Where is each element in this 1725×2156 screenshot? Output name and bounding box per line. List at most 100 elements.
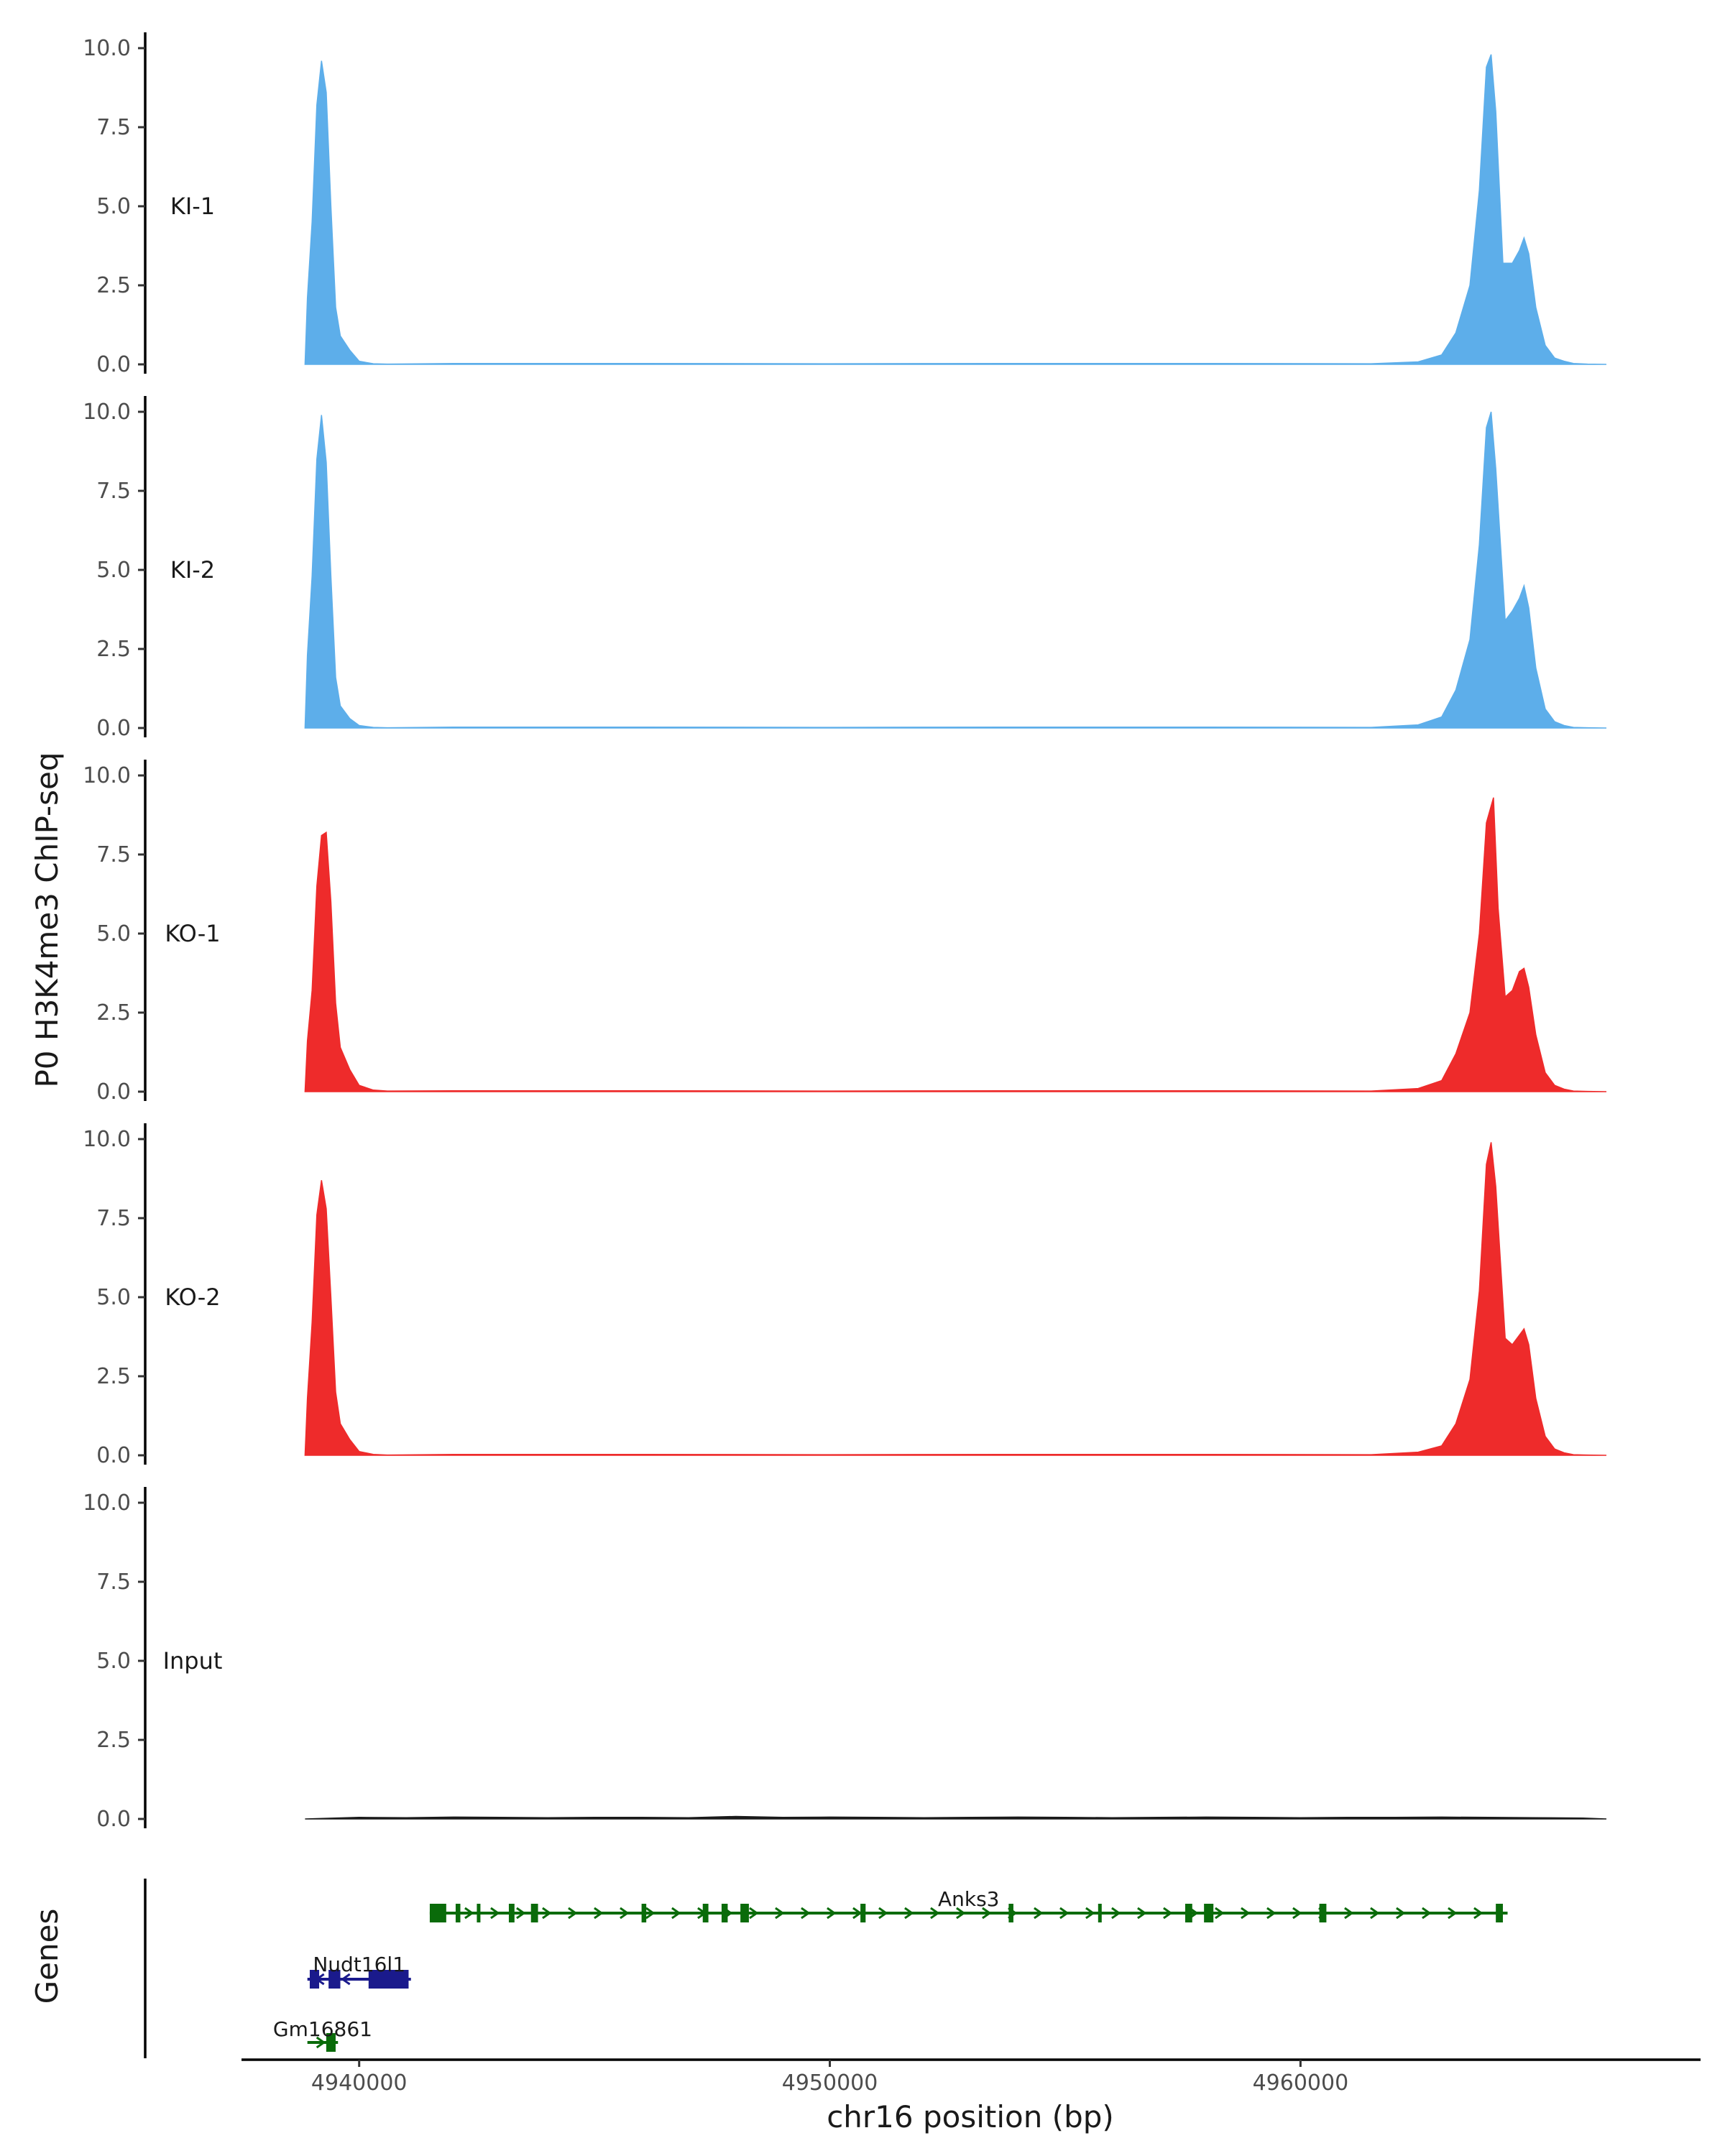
- strand-chevron: [1111, 1907, 1121, 1920]
- strand-chevron: [490, 1907, 500, 1920]
- track-ki-2: 0.0 2.5 5.0 7.5 10.0 KI-2: [83, 396, 1607, 741]
- y-tick-label: 5.0: [96, 194, 131, 219]
- gene-anks3: Anks3: [429, 1887, 1508, 1922]
- strand-chevron: [542, 1907, 552, 1920]
- gene-exon: [1098, 1904, 1102, 1922]
- strand-chevron: [1137, 1907, 1147, 1920]
- strand-chevron: [1034, 1907, 1044, 1920]
- strand-chevron: [1215, 1907, 1225, 1920]
- track-input: 0.0 2.5 5.0 7.5 10.0 Input: [83, 1487, 1607, 1832]
- gene-annotation-panel: Anks3 Nudt16l1 Gm16861: [144, 1879, 1508, 2058]
- gene-exon: [455, 1904, 461, 1922]
- gene-exon: [1184, 1904, 1192, 1922]
- y-axis-title: P0 H3K4me3 ChIP-seq: [29, 752, 65, 1087]
- strand-chevron: [671, 1907, 681, 1920]
- strand-chevron: [620, 1907, 630, 1920]
- gene-exon: [309, 1970, 320, 1989]
- gene-gm16861: Gm16861: [273, 2017, 372, 2052]
- y-tick-label: 0.0: [96, 1807, 131, 1832]
- y-tick-label: 5.0: [96, 921, 131, 946]
- strand-chevron: [982, 1907, 992, 1920]
- strand-chevron: [1344, 1907, 1354, 1920]
- y-tick-label: 2.5: [96, 273, 131, 298]
- track-panels: 0.0 2.5 5.0 7.5 10.0 KI-1 0.0 2.5 5.0 7.5 10.0 KI-2…: [83, 32, 1607, 1832]
- y-tick-label: 0.0: [96, 1079, 131, 1105]
- gene-exon: [1204, 1904, 1214, 1922]
- series-area-ki-2: [304, 411, 1607, 729]
- strand-chevron: [1370, 1907, 1380, 1920]
- strand-chevron: [1396, 1907, 1406, 1920]
- track-label: KO-2: [165, 1284, 220, 1311]
- series-area-ko-1: [304, 797, 1607, 1092]
- gene-exon: [1008, 1904, 1013, 1922]
- track-label: KI-1: [170, 193, 215, 220]
- strand-chevron: [594, 1907, 604, 1920]
- gene-exon: [702, 1904, 709, 1922]
- track-ko-1: 0.0 2.5 5.0 7.5 10.0 KO-1: [83, 760, 1607, 1105]
- series-area-ko-2: [304, 1142, 1607, 1456]
- y-tick-label: 5.0: [96, 1649, 131, 1674]
- series-area-ki-1: [304, 54, 1607, 365]
- strand-chevron: [1241, 1907, 1251, 1920]
- x-tick-label: 4960000: [1253, 2070, 1349, 2096]
- y-tick-label: 7.5: [96, 479, 131, 504]
- gene-name-label: Anks3: [938, 1887, 1000, 1911]
- y-tick-label: 7.5: [96, 842, 131, 867]
- track-label: KO-1: [165, 920, 220, 947]
- strand-chevron: [904, 1907, 914, 1920]
- x-tick-label: 4950000: [782, 2070, 878, 2096]
- gene-name-label: Gm16861: [273, 2017, 372, 2041]
- gene-name-label: Nudt16l1: [313, 1953, 405, 1976]
- gene-exon: [530, 1904, 538, 1922]
- gene-exon: [429, 1904, 446, 1922]
- x-axis-title: chr16 position (bp): [827, 2099, 1114, 2134]
- strand-chevron: [930, 1907, 940, 1920]
- y-tick-label: 7.5: [96, 1570, 131, 1595]
- track-label: KI-2: [170, 556, 215, 584]
- strand-chevron: [852, 1907, 862, 1920]
- strand-chevron: [775, 1907, 785, 1920]
- strand-chevron: [341, 1973, 351, 1986]
- y-tick-label: 10.0: [83, 36, 131, 61]
- gene-exon: [721, 1904, 728, 1922]
- y-tick-label: 10.0: [83, 1491, 131, 1516]
- y-tick-label: 0.0: [96, 352, 131, 377]
- y-tick-label: 0.0: [96, 716, 131, 741]
- gene-nudt16l1: Nudt16l1: [307, 1953, 411, 1989]
- gene-exon: [1319, 1904, 1327, 1922]
- strand-chevron: [1473, 1907, 1484, 1920]
- strand-chevron: [464, 1907, 474, 1920]
- gene-exon: [1496, 1904, 1503, 1922]
- y-tick-label: 2.5: [96, 637, 131, 662]
- y-tick-label: 2.5: [96, 1000, 131, 1026]
- strand-chevron: [878, 1907, 888, 1920]
- y-tick-label: 7.5: [96, 1206, 131, 1231]
- track-label: Input: [163, 1647, 223, 1674]
- strand-chevron: [1292, 1907, 1302, 1920]
- gene-exon: [328, 1970, 341, 1989]
- strand-chevron: [1448, 1907, 1458, 1920]
- y-tick-label: 10.0: [83, 1127, 131, 1152]
- strand-chevron: [956, 1907, 966, 1920]
- y-tick-label: 2.5: [96, 1728, 131, 1753]
- track-ki-1: 0.0 2.5 5.0 7.5 10.0 KI-1: [83, 32, 1607, 377]
- gene-exon: [326, 2033, 336, 2052]
- strand-chevron: [1422, 1907, 1432, 1920]
- strand-chevron: [1059, 1907, 1070, 1920]
- strand-chevron: [516, 1907, 526, 1920]
- x-axis: 4940000 4950000 4960000: [242, 2058, 1701, 2096]
- gene-exon: [508, 1904, 515, 1922]
- y-tick-label: 10.0: [83, 400, 131, 425]
- y-tick-label: 5.0: [96, 1285, 131, 1310]
- gene-exon: [860, 1904, 866, 1922]
- gene-exon: [368, 1970, 409, 1989]
- y-tick-label: 2.5: [96, 1364, 131, 1389]
- strand-chevron: [749, 1907, 759, 1920]
- strand-chevron: [1085, 1907, 1095, 1920]
- strand-chevron: [1266, 1907, 1276, 1920]
- track-ko-2: 0.0 2.5 5.0 7.5 10.0 KO-2: [83, 1123, 1607, 1468]
- strand-chevron: [1163, 1907, 1173, 1920]
- gene-exon: [641, 1904, 647, 1922]
- series-area-input: [305, 1815, 1607, 1820]
